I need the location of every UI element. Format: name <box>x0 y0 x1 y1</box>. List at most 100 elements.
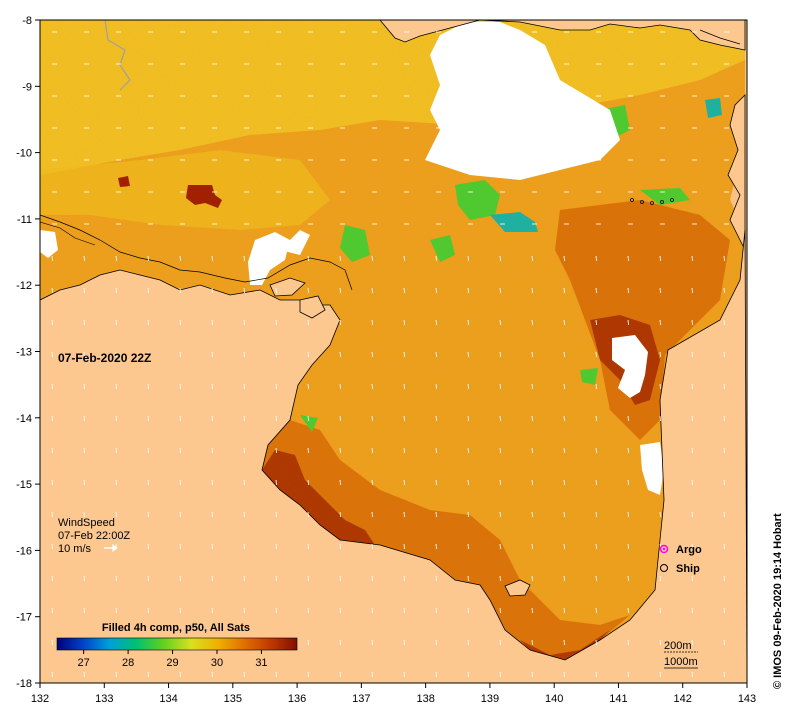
wind-vector <box>51 287 54 294</box>
wind-vector <box>115 447 118 454</box>
wind-vector <box>659 351 662 358</box>
wind-vector <box>371 255 374 262</box>
wind-vector <box>723 447 726 454</box>
wind-vector <box>723 511 726 518</box>
wind-vector <box>691 255 694 262</box>
wind-vector <box>467 447 470 454</box>
wind-vector <box>691 511 694 518</box>
ship-legend-icon <box>660 564 668 572</box>
wind-vector <box>211 287 214 294</box>
wind-vector <box>563 543 566 550</box>
wind-vector <box>723 479 726 486</box>
wind-vector <box>307 607 310 614</box>
y-tick-label: -14 <box>16 413 32 425</box>
wind-vector <box>371 607 374 614</box>
land-southwest-arnhem <box>40 229 747 683</box>
river-fly <box>699 29 741 45</box>
wind-vector <box>595 511 598 518</box>
wind-vector <box>275 351 278 358</box>
wind-vector <box>595 319 598 326</box>
wind-vector <box>403 671 406 678</box>
wind-vector <box>723 543 726 550</box>
wind-vector <box>435 447 438 454</box>
wind-vector <box>659 415 662 422</box>
wind-vector <box>307 287 310 294</box>
y-tick-label: -15 <box>16 479 32 491</box>
y-axis: -8 -9 -10 -11 -12 -13 -14 -15 -16 -17 -18 <box>16 15 40 690</box>
wind-vector <box>211 319 214 326</box>
wind-vector <box>531 639 534 646</box>
wind-vector <box>115 287 118 294</box>
river-fly-lake <box>104 20 131 91</box>
wind-vector <box>627 415 630 422</box>
wind-vector <box>435 671 438 678</box>
wind-vector <box>243 351 246 358</box>
wind-vector <box>83 319 86 326</box>
ship-legend-label: Ship <box>676 563 700 575</box>
y-tick-label: -13 <box>16 347 32 359</box>
wind-vector <box>371 575 374 582</box>
colorbar-tick-label: 31 <box>255 657 267 669</box>
wind-vector <box>691 575 694 582</box>
wind-vector <box>499 415 502 422</box>
wind-vector <box>627 671 630 678</box>
x-tick-label: 140 <box>545 693 563 705</box>
wind-vector <box>691 447 694 454</box>
wind-vector <box>307 447 310 454</box>
wind-vector <box>339 447 342 454</box>
wind-vector <box>435 511 438 518</box>
wind-vector <box>51 447 54 454</box>
wind-vector <box>339 639 342 646</box>
wind-vector <box>243 287 246 294</box>
wind-vector <box>339 543 342 550</box>
wind-vector <box>531 543 534 550</box>
argo-legend-icon <box>659 544 669 554</box>
wind-vector <box>115 415 118 422</box>
wind-vector <box>179 575 182 582</box>
wind-vector <box>499 543 502 550</box>
wind-vector <box>83 287 86 294</box>
wind-vector <box>435 319 438 326</box>
wind-vector <box>499 351 502 358</box>
island-mornington <box>504 579 531 597</box>
wind-vector <box>563 575 566 582</box>
wind-vector <box>243 415 246 422</box>
wind-vector <box>563 383 566 390</box>
y-tick-label: -10 <box>16 148 32 160</box>
wind-vector <box>627 607 630 614</box>
wind-vector <box>403 511 406 518</box>
wind-vector <box>403 415 406 422</box>
wind-vector <box>659 255 662 262</box>
wind-scale-arrow-icon <box>104 544 118 552</box>
wind-vector <box>435 255 438 262</box>
y-tick-label: -17 <box>16 612 32 624</box>
wind-vector <box>83 255 86 262</box>
wind-vector <box>691 319 694 326</box>
wind-vector <box>499 287 502 294</box>
wind-vector <box>627 639 630 646</box>
wind-vector <box>595 383 598 390</box>
wind-vector <box>595 543 598 550</box>
x-tick-label: 138 <box>416 693 434 705</box>
colorbar-title: Filled 4h comp, p50, All Sats <box>102 622 250 634</box>
wind-vector <box>435 543 438 550</box>
wind-vector <box>467 415 470 422</box>
wind-vector <box>499 319 502 326</box>
no-data-regions <box>40 20 664 495</box>
x-tick-label: 135 <box>224 693 242 705</box>
wind-vector <box>83 575 86 582</box>
sst-hot-spot-small <box>118 176 130 187</box>
wind-vector <box>51 511 54 518</box>
wind-vector <box>531 447 534 454</box>
colorbar-tick-label: 30 <box>211 657 223 669</box>
wind-vector <box>371 543 374 550</box>
wind-vector <box>659 639 662 646</box>
wind-vector <box>275 255 278 262</box>
wind-vector <box>179 415 182 422</box>
wind-vector <box>275 607 278 614</box>
wind-vector <box>179 607 182 614</box>
x-tick-label: 134 <box>159 693 177 705</box>
wind-vector <box>339 479 342 486</box>
wind-vector <box>403 319 406 326</box>
